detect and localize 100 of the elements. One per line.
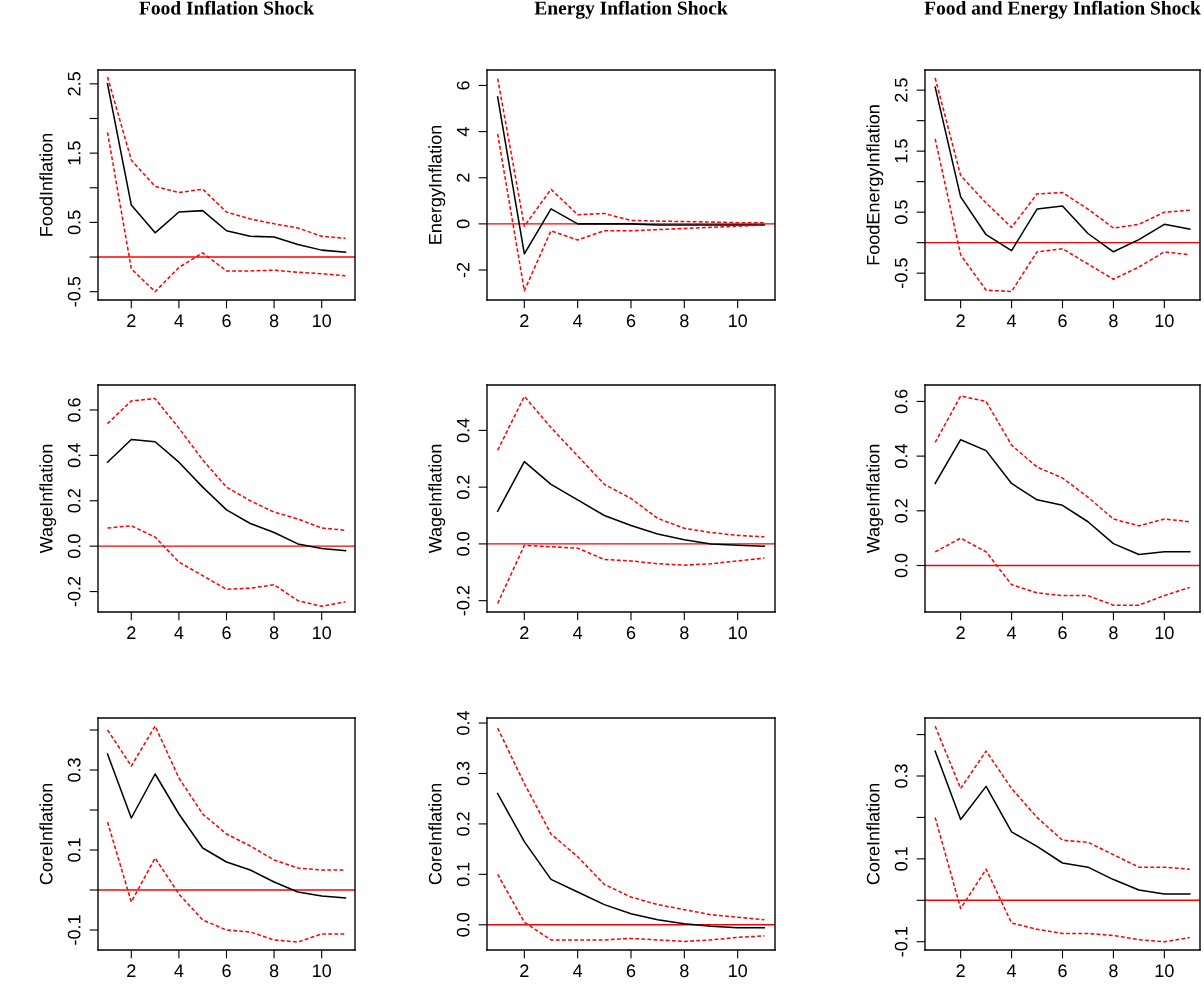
y-tick-label: -0.5	[894, 258, 908, 288]
y-tick-label: 0.1	[67, 838, 81, 862]
y-tick-label: 0.0	[456, 532, 470, 556]
x-tick-label: 8	[1109, 964, 1118, 978]
y-tick-label: 0.4	[456, 418, 470, 443]
y-tick-label: 4	[456, 127, 470, 137]
x-tick-label: 8	[680, 314, 689, 328]
y-tick-label: 0.3	[67, 758, 81, 782]
x-tick-label: 2	[127, 314, 136, 327]
y-tick-label: 0.6	[67, 398, 81, 422]
line-series	[106, 397, 347, 532]
line-series	[934, 77, 1191, 229]
y-tick-label: 0.4	[67, 443, 81, 468]
x-tick-label: 2	[520, 964, 529, 977]
x-tick-label: 2	[956, 314, 965, 327]
x-tick-label: 4	[1006, 964, 1017, 977]
y-axis-title: CoreInflation	[866, 783, 880, 885]
line-series	[934, 86, 1191, 253]
line-series	[934, 725, 1191, 870]
x-tick-label: 6	[1058, 626, 1067, 640]
y-tick-label: 2.5	[67, 72, 81, 96]
line-series	[934, 438, 1191, 556]
x-tick-label: 2	[956, 626, 965, 639]
y-tick-label: 0.0	[456, 912, 470, 937]
y-axis-title: WageInflation	[866, 444, 884, 554]
x-tick-label: 10	[313, 626, 332, 640]
x-tick-label: 8	[269, 626, 279, 640]
x-tick-label: 8	[1109, 626, 1118, 640]
y-tick-label: 0.1	[894, 847, 908, 871]
y-tick-label: 0.5	[894, 200, 908, 224]
y-tick-label: 1.5	[67, 141, 81, 165]
y-axis-title: FoodInflation	[39, 133, 53, 236]
x-tick-label: 6	[626, 964, 636, 978]
line-series	[934, 395, 1191, 527]
y-tick-label: -2	[456, 262, 470, 278]
x-tick-label: 8	[680, 964, 689, 978]
line-series	[934, 750, 1191, 895]
x-tick-label: 6	[222, 626, 231, 640]
x-tick-label: 6	[222, 964, 231, 978]
x-tick-label: 10	[729, 314, 747, 328]
y-tick-label: -0.1	[67, 915, 81, 945]
x-tick-label: 4	[573, 964, 583, 977]
x-tick-label: 8	[269, 314, 279, 328]
y-tick-label: 0.1	[456, 862, 470, 887]
y-tick-label: -0.1	[894, 927, 908, 957]
y-tick-label: 1.5	[894, 139, 908, 163]
x-tick-label: 6	[626, 314, 636, 328]
y-axis-title: CoreInflation	[428, 783, 442, 885]
x-tick-label: 6	[222, 314, 231, 328]
line-series	[496, 792, 766, 929]
y-axis-title: CoreInflation	[39, 783, 53, 885]
x-tick-label: 2	[520, 626, 529, 639]
y-tick-label: -0.5	[67, 276, 81, 307]
x-tick-label: 4	[1006, 314, 1017, 327]
x-tick-label: 4	[573, 314, 583, 327]
x-tick-label: 10	[1155, 964, 1174, 978]
line-series	[496, 727, 766, 921]
y-tick-label: 0.3	[894, 764, 908, 788]
x-tick-label: 10	[729, 626, 747, 640]
x-tick-label: 8	[269, 964, 279, 978]
x-tick-label: 4	[174, 964, 184, 977]
line-series	[496, 460, 766, 547]
y-tick-label: 0.6	[894, 389, 908, 414]
x-tick-label: 4	[174, 314, 184, 327]
y-tick-label: 0.5	[67, 210, 81, 235]
y-tick-label: 0.0	[67, 534, 81, 559]
y-tick-label: 0.2	[456, 812, 470, 836]
x-tick-label: 10	[313, 314, 332, 328]
x-tick-label: 2	[127, 964, 136, 977]
x-tick-label: 10	[313, 964, 332, 978]
x-tick-label: 2	[956, 964, 965, 977]
line-series	[496, 395, 766, 538]
y-axis-title: EnergyInflation	[428, 125, 446, 244]
y-axis-title: WageInflation	[39, 444, 57, 554]
x-tick-label: 6	[1058, 964, 1067, 978]
y-tick-label: 2.5	[894, 78, 908, 102]
y-tick-label: -0.2	[67, 576, 81, 607]
x-tick-label: 10	[1155, 314, 1174, 328]
line-series	[106, 753, 347, 899]
x-tick-label: 4	[573, 626, 583, 639]
y-axis-title: FoodEnergyInflation	[866, 105, 884, 265]
x-tick-label: 10	[729, 964, 747, 978]
line-series	[496, 96, 766, 255]
y-tick-label: 0.2	[456, 475, 470, 499]
y-tick-label: 2	[456, 173, 470, 182]
chart-title: Food and Energy Inflation Shock	[924, 0, 1201, 19]
y-tick-label: -0.2	[456, 586, 470, 616]
x-tick-label: 4	[174, 626, 184, 639]
y-tick-label: 0.2	[894, 499, 908, 523]
chart-title: Food Inflation Shock	[139, 0, 314, 15]
y-tick-label: 0.3	[456, 761, 470, 786]
y-tick-label: 0	[456, 219, 470, 229]
x-tick-label: 4	[1006, 626, 1017, 639]
y-tick-label: 0.0	[894, 553, 908, 578]
x-tick-label: 8	[1109, 314, 1118, 328]
x-tick-label: 6	[626, 626, 636, 640]
y-tick-label: 0.4	[456, 711, 470, 735]
x-tick-label: 2	[127, 626, 136, 639]
y-tick-label: 0.4	[894, 444, 908, 468]
x-tick-label: 10	[1155, 626, 1174, 640]
